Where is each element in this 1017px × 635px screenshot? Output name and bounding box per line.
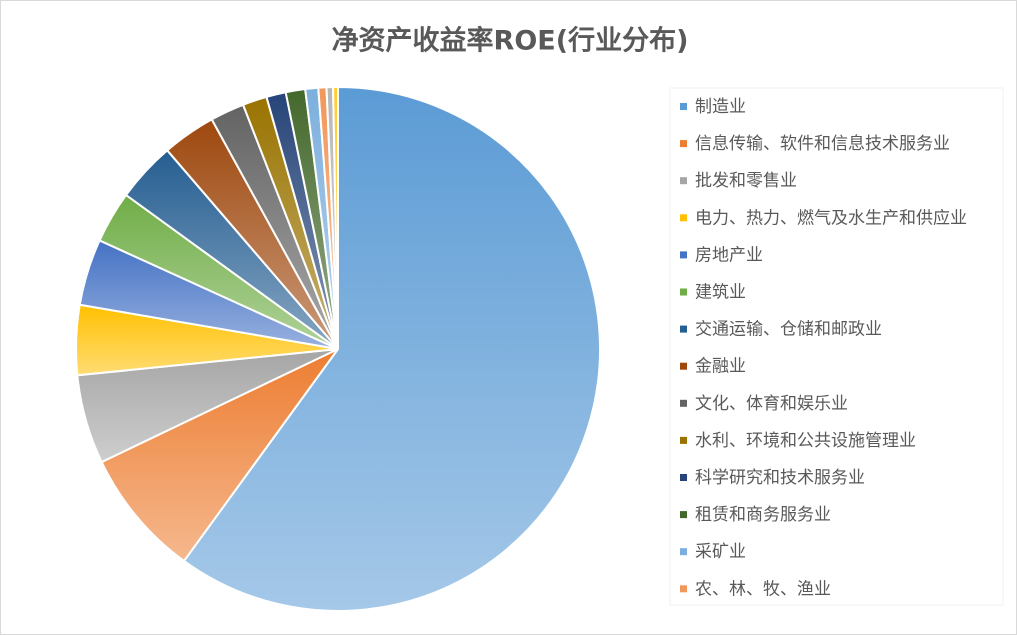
legend-box	[669, 87, 1004, 606]
legend-swatch	[680, 177, 687, 185]
pie-slice	[332, 85, 339, 350]
legend-label: 电力、热力、燃气及水生产和供应业	[695, 208, 967, 228]
legend-label: 农、林、牧、渔业	[695, 579, 831, 599]
legend-swatch	[680, 251, 687, 259]
legend-label: 采矿业	[695, 542, 746, 562]
legend-swatch	[680, 362, 687, 370]
pie-slice	[182, 85, 601, 612]
legend-label: 交通运输、仓储和邮政业	[695, 320, 882, 340]
chart-title: 净资产收益率ROE(行业分布)	[332, 25, 689, 57]
legend-label: 批发和零售业	[695, 171, 797, 191]
legend-swatch	[680, 140, 687, 148]
legend-label: 水利、环境和公共设施管理业	[695, 431, 916, 451]
legend-swatch	[680, 103, 687, 110]
legend-swatch	[680, 436, 687, 444]
legend-label: 金融业	[695, 357, 746, 377]
legend-swatch	[680, 288, 687, 296]
legend-swatch	[680, 214, 687, 222]
legend-swatch	[680, 474, 687, 481]
legend-swatch	[680, 325, 687, 333]
legend-label: 建筑业	[695, 283, 746, 303]
legend-swatch	[680, 548, 687, 556]
pie-slice	[100, 348, 339, 563]
legend-label: 信息传输、软件和信息技术服务业	[695, 134, 950, 154]
legend-swatch	[680, 585, 687, 593]
legend-swatch	[680, 511, 687, 519]
legend-label: 制造业	[695, 97, 746, 117]
legend-swatch	[680, 399, 687, 407]
legend-label: 房地产业	[695, 245, 763, 265]
legend-label: 租赁和商务服务业	[695, 505, 831, 525]
legend-label: 文化、体育和娱乐业	[695, 394, 848, 414]
legend-label: 科学研究和技术服务业	[695, 468, 865, 488]
